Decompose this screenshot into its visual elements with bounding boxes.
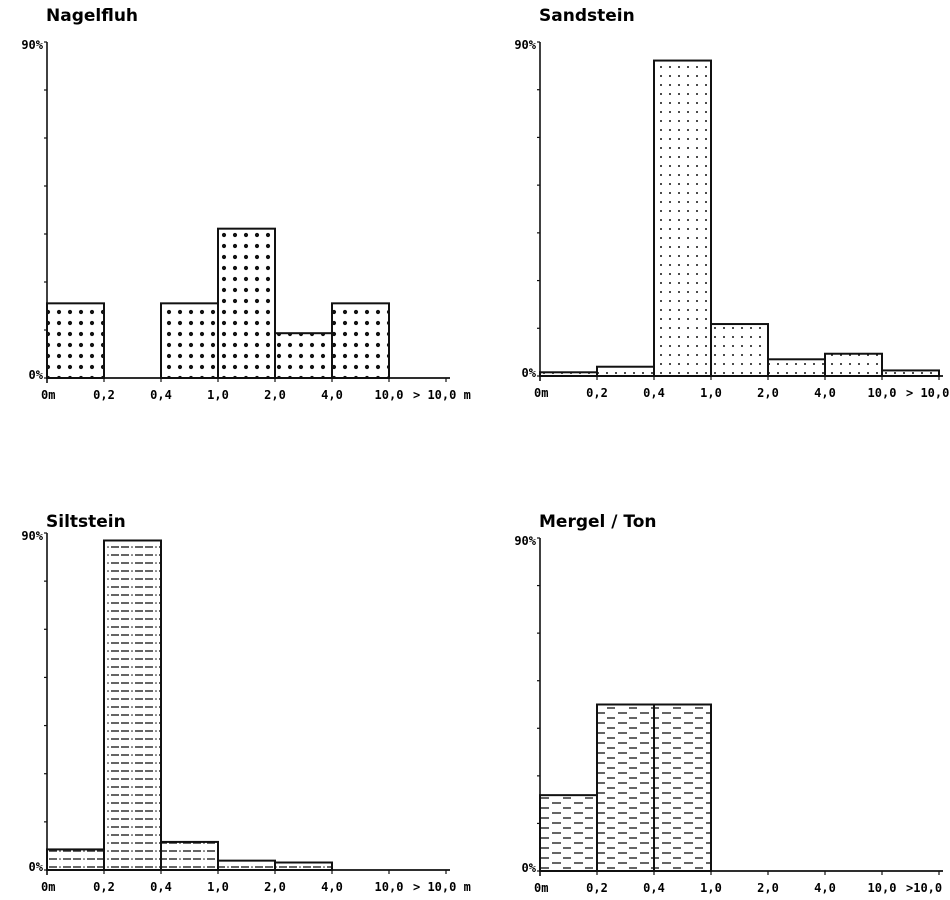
- y-tick-label: 0%: [29, 860, 44, 874]
- y-tick-label: 90%: [21, 529, 43, 543]
- x-tick-label: 0m: [534, 881, 548, 895]
- x-tick-label: 10,0: [868, 386, 897, 400]
- x-tick-label: 0,2: [586, 881, 608, 895]
- x-tick-label: 2,0: [757, 881, 779, 895]
- histogram-bar: [217, 227, 276, 379]
- x-tick-label: 1,0: [207, 880, 229, 894]
- x-tick-label: 4,0: [321, 880, 343, 894]
- y-tick-label: 90%: [514, 38, 536, 52]
- y-tick-label: 0%: [29, 368, 44, 382]
- histogram-bar: [217, 859, 276, 872]
- x-tick-label: 2,0: [757, 386, 779, 400]
- histogram-bar: [46, 848, 105, 872]
- x-tick-label: 0m: [41, 880, 55, 894]
- x-tick-label: 0,2: [586, 386, 608, 400]
- panel-title: Sandstein: [539, 6, 635, 26]
- panel-title: Mergel / Ton: [539, 512, 657, 532]
- x-tick-label: 1,0: [700, 386, 722, 400]
- histogram-bar: [824, 352, 883, 378]
- x-tick-label: 10,0: [375, 880, 404, 894]
- x-tick-label: > 10,0 m: [413, 880, 471, 894]
- x-tick-label: 0,4: [643, 386, 665, 400]
- x-tick-label: 4,0: [814, 881, 836, 895]
- panel-title: Nagelfluh: [46, 6, 138, 26]
- histogram-bar: [103, 539, 162, 871]
- x-tick-label: 0,2: [93, 388, 115, 402]
- histogram-bar: [767, 358, 826, 377]
- x-tick-label: 0m: [534, 386, 548, 400]
- histogram-bar: [653, 703, 712, 872]
- x-tick-label: 0m: [41, 388, 55, 402]
- histogram-bar: [653, 59, 712, 378]
- histogram-bar: [710, 323, 769, 377]
- histogram-bar: [596, 365, 655, 378]
- histogram-bar: [331, 302, 390, 380]
- x-tick-label: >10,0: [906, 881, 942, 895]
- x-tick-label: 2,0: [264, 880, 286, 894]
- x-tick-label: 1,0: [207, 388, 229, 402]
- y-tick-label: 0%: [522, 861, 537, 875]
- x-tick-label: 10,0: [375, 388, 404, 402]
- x-tick-label: 2,0: [264, 388, 286, 402]
- y-tick-label: 90%: [514, 534, 536, 548]
- histogram-bar: [160, 840, 219, 872]
- x-tick-label: > 10,0 m: [413, 388, 471, 402]
- histogram-bar: [274, 861, 333, 871]
- x-tick-label: 0,4: [150, 388, 172, 402]
- y-tick-label: 0%: [522, 366, 537, 380]
- histogram-bar: [274, 332, 333, 380]
- x-tick-label: 4,0: [321, 388, 343, 402]
- histogram-bar: [46, 302, 105, 380]
- panel-title: Siltstein: [46, 512, 126, 532]
- x-tick-label: 1,0: [700, 881, 722, 895]
- y-tick-label: 90%: [21, 38, 43, 52]
- x-tick-label: 4,0: [814, 386, 836, 400]
- histogram-bar: [539, 794, 598, 873]
- x-tick-label: 0,2: [93, 880, 115, 894]
- x-tick-label: 0,4: [150, 880, 172, 894]
- histogram-bar: [596, 703, 655, 872]
- x-tick-label: > 10,0: [906, 386, 949, 400]
- x-tick-label: 10,0: [868, 881, 897, 895]
- x-tick-label: 0,4: [643, 881, 665, 895]
- histogram-bar: [160, 302, 219, 380]
